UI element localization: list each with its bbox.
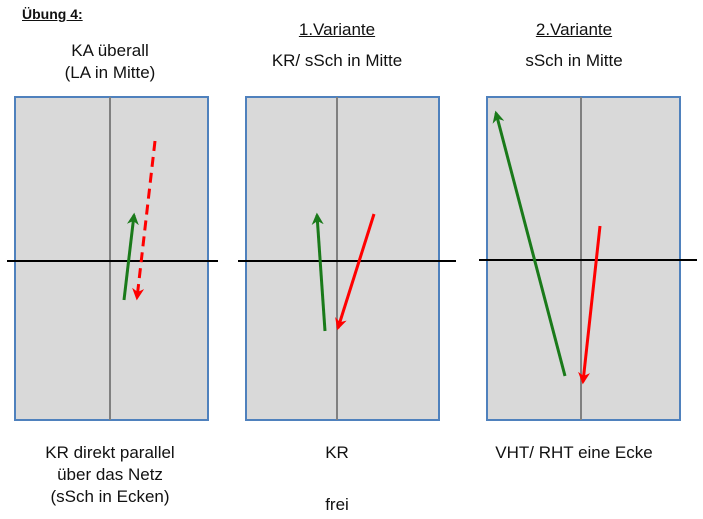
panel-3-caption: VHT/ RHT eine Ecke [495, 443, 653, 462]
panel-1-subtitle: KA überall (LA in Mitte) [64, 41, 156, 82]
panel-1-caption: KR direkt parallel über das Netz (sSch i… [45, 443, 175, 506]
panel-2-court [238, 96, 456, 421]
panel-3-court [479, 96, 697, 421]
court-3-green-arrow [492, 110, 567, 377]
court-1-red-dashed-arrow [132, 140, 157, 301]
court-2-red-arrow [335, 213, 376, 331]
court-3-red-arrow [578, 225, 602, 385]
panel-3-subtitle: sSch in Mitte [525, 51, 623, 70]
panel-2-caption: KR [325, 443, 349, 462]
panel-1-court [7, 96, 218, 421]
court-2-rect [245, 96, 440, 421]
court-1-rect [14, 96, 209, 421]
panel-2-subtitle: KR/ sSch in Mitte [271, 51, 403, 70]
court-1-green-arrow [122, 212, 139, 301]
panel-2-extra: frei [325, 495, 349, 514]
court-2-green-arrow [311, 212, 327, 332]
panel-2-header: 1.Variante [298, 20, 376, 39]
exercise-title: Übung 4: [22, 6, 83, 22]
panel-3-header: 2.Variante [535, 20, 613, 39]
